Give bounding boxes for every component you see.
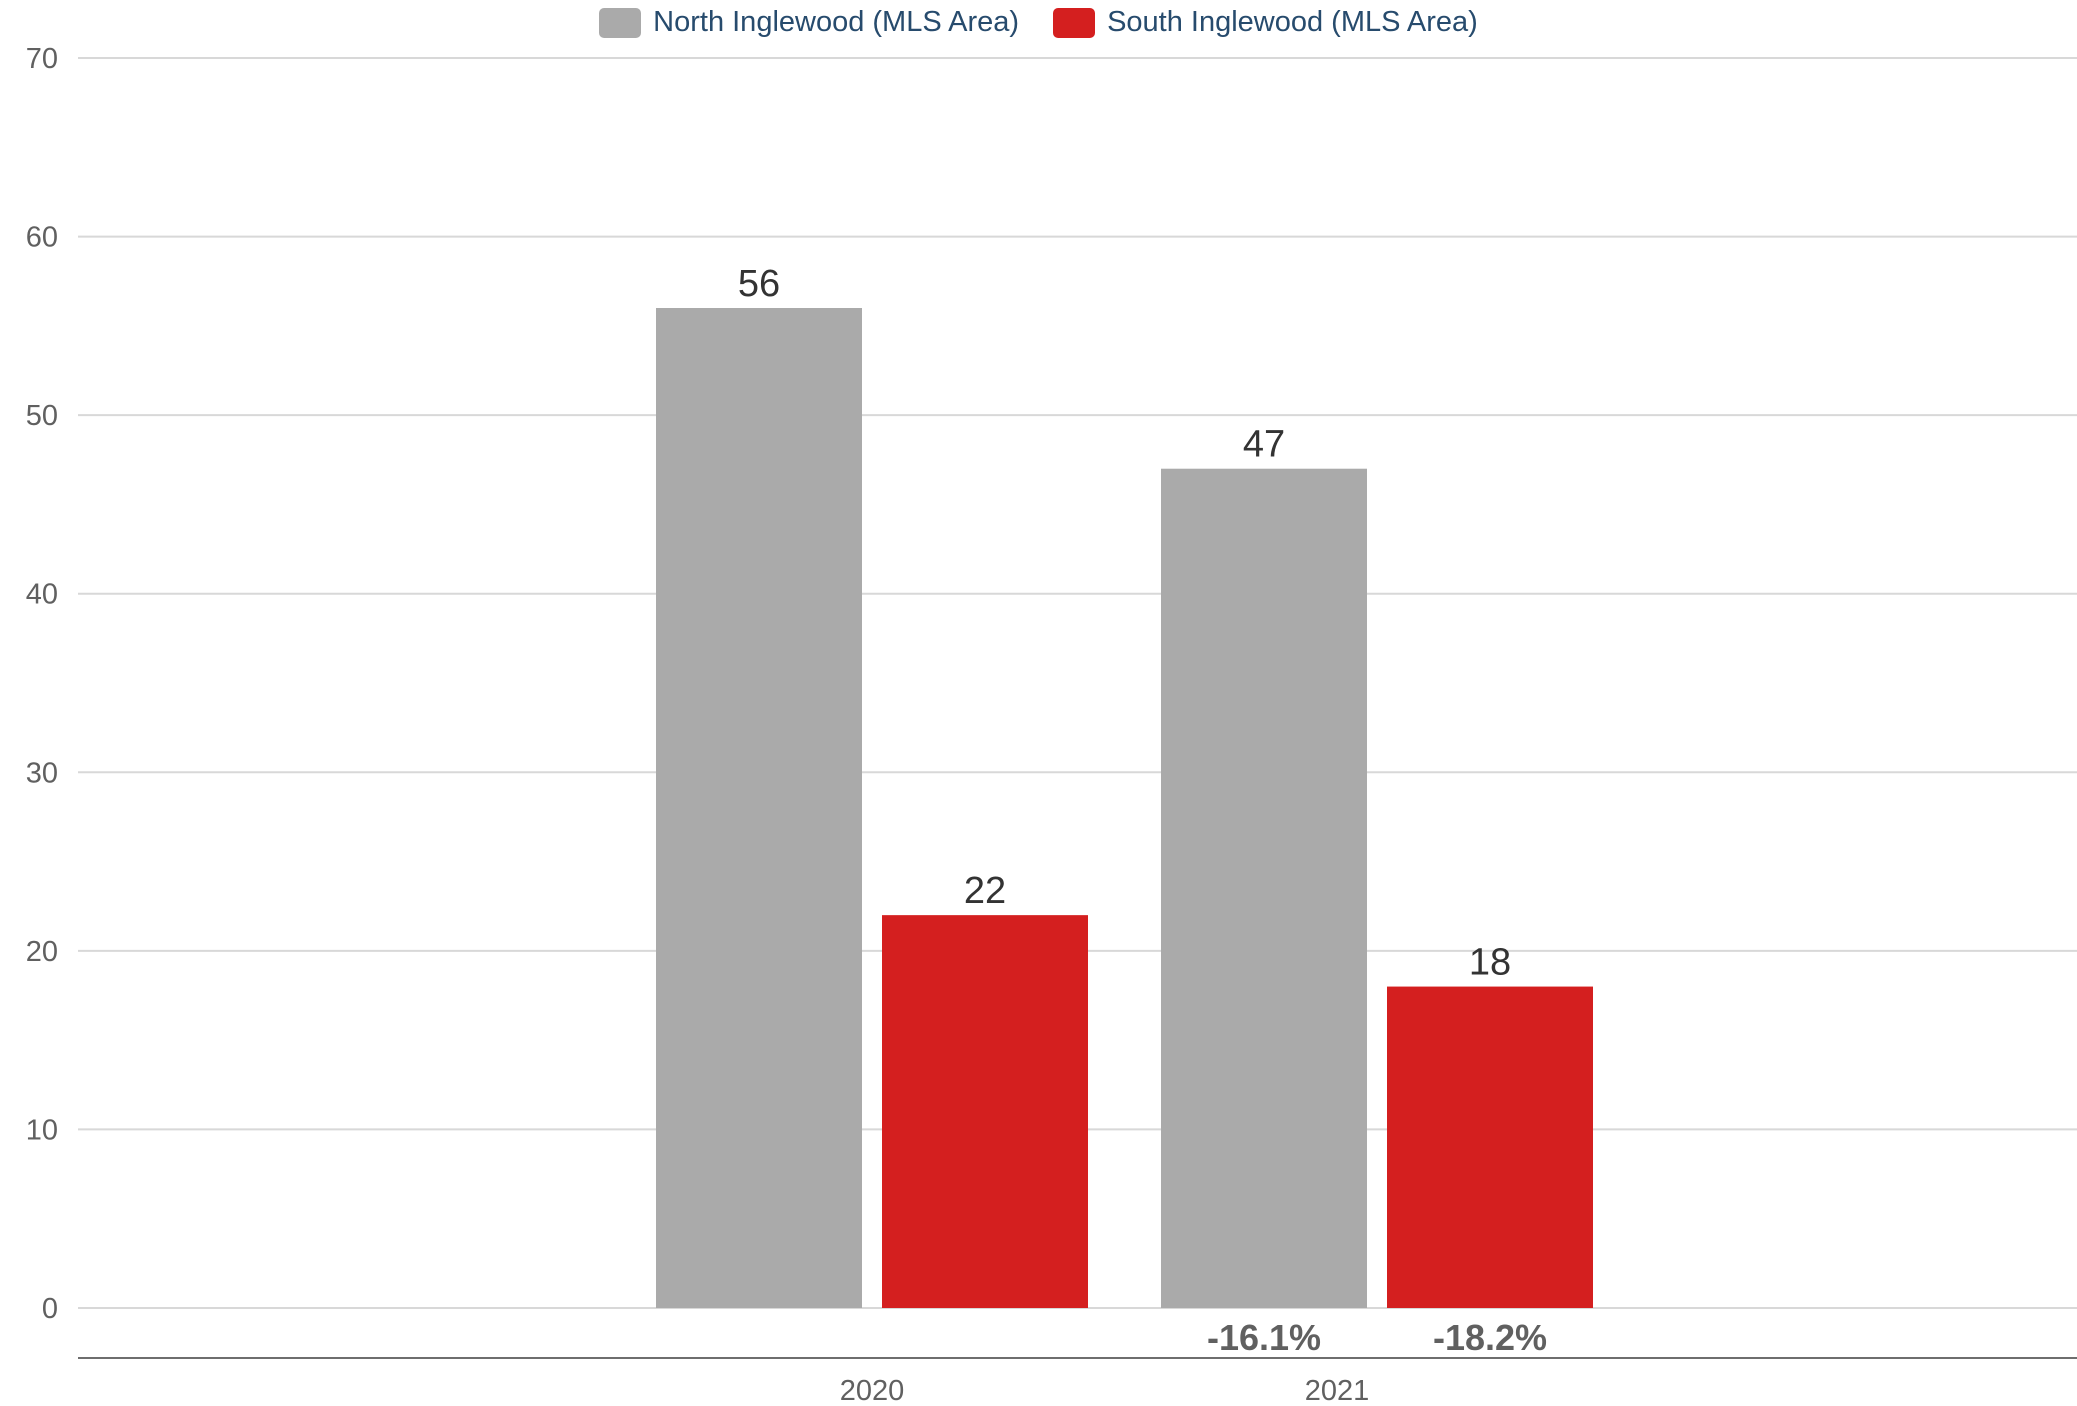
data-labels: 56 22 47 -16.1% 18 -18.2% [738, 263, 1547, 1358]
bar-value-label: 56 [738, 263, 780, 305]
y-tick-label: 40 [26, 579, 58, 611]
legend-item-south-inglewood[interactable]: South Inglewood (MLS Area) [1053, 6, 1478, 39]
bar-value-label: 18 [1469, 942, 1511, 984]
percent-change-label: -16.1% [1207, 1317, 1321, 1358]
legend-item-north-inglewood[interactable]: North Inglewood (MLS Area) [599, 6, 1019, 39]
bars [656, 308, 1593, 1308]
x-tick-label: 2021 [1305, 1375, 1370, 1406]
y-tick-label: 60 [26, 222, 58, 254]
y-tick-label: 20 [26, 936, 58, 968]
y-axis-tick-labels: 0 10 20 30 40 50 60 70 [26, 43, 58, 1325]
chart-legend: North Inglewood (MLS Area) South Inglewo… [0, 6, 2077, 39]
bar [1161, 468, 1367, 1308]
y-tick-label: 0 [42, 1293, 58, 1325]
x-tick-label: 2020 [840, 1375, 905, 1406]
bar [656, 308, 862, 1308]
bar-value-label: 47 [1243, 424, 1285, 466]
y-tick-label: 30 [26, 757, 58, 789]
bar [882, 915, 1088, 1308]
x-axis-tick-labels: 2020 2021 [840, 1375, 1370, 1406]
y-tick-label: 50 [26, 400, 58, 432]
legend-swatch-north-inglewood [599, 7, 642, 38]
legend-label-south-inglewood: South Inglewood (MLS Area) [1107, 6, 1478, 38]
legend-label-north-inglewood: North Inglewood (MLS Area) [653, 6, 1020, 38]
bar-value-label: 22 [964, 870, 1006, 912]
bar [1387, 986, 1593, 1308]
percent-change-label: -18.2% [1433, 1317, 1547, 1358]
y-tick-label: 70 [26, 43, 58, 75]
y-tick-label: 10 [26, 1114, 58, 1146]
legend-swatch-south-inglewood [1053, 7, 1096, 38]
